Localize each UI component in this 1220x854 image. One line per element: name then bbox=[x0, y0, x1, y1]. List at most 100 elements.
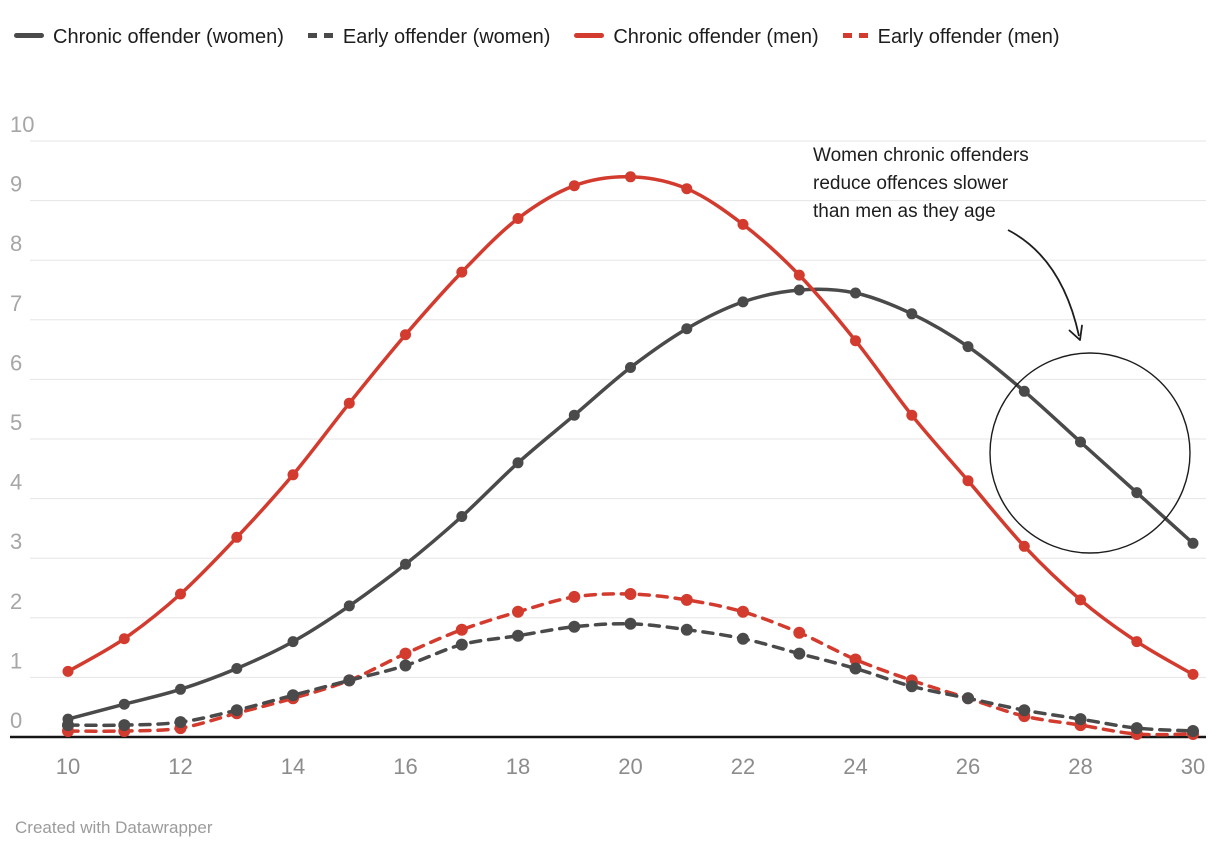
chart-legend: Chronic offender (women) Early offender (… bbox=[14, 16, 1212, 58]
annotation-line: Women chronic offenders bbox=[813, 145, 1029, 166]
data-point-early-offender-men bbox=[624, 588, 637, 600]
legend-item-chronic-women: Chronic offender (women) bbox=[14, 26, 308, 48]
data-point-chronic-offender-men bbox=[1131, 636, 1143, 648]
x-tick-label: 14 bbox=[281, 754, 305, 779]
dashed-line-swatch-red-icon bbox=[842, 33, 869, 39]
data-point-early-offender-women bbox=[230, 704, 243, 717]
data-point-chronic-offender-men bbox=[1187, 668, 1199, 680]
data-point-chronic-offender-men bbox=[175, 588, 186, 600]
x-tick-label: 16 bbox=[393, 754, 417, 779]
x-tick-label: 20 bbox=[618, 754, 642, 779]
x-tick-label: 12 bbox=[168, 754, 192, 779]
annotation-arrowhead-icon bbox=[1068, 324, 1083, 341]
data-point-chronic-offender-women bbox=[850, 287, 861, 299]
data-point-chronic-offender-men bbox=[568, 180, 580, 192]
data-point-early-offender-women bbox=[1074, 713, 1087, 726]
data-point-early-offender-men bbox=[793, 626, 806, 639]
data-point-early-offender-men bbox=[455, 623, 468, 636]
data-point-chronic-offender-women bbox=[681, 323, 693, 335]
annotation-arrow bbox=[1007, 229, 1080, 337]
y-tick-label: 6 bbox=[10, 350, 22, 375]
data-point-early-offender-women bbox=[118, 719, 131, 732]
data-point-early-offender-women bbox=[455, 638, 468, 651]
data-point-chronic-offender-women bbox=[962, 341, 974, 353]
y-tick-label: 5 bbox=[10, 410, 22, 435]
x-tick-label: 22 bbox=[731, 754, 755, 779]
data-point-chronic-offender-men bbox=[62, 665, 74, 677]
data-point-early-offender-women bbox=[680, 623, 693, 636]
data-point-early-offender-women bbox=[287, 689, 299, 702]
x-tick-label: 10 bbox=[56, 754, 80, 779]
data-point-early-offender-women bbox=[174, 716, 187, 729]
data-point-chronic-offender-women bbox=[568, 409, 580, 421]
legend-item-early-women: Early offender (women) bbox=[307, 26, 575, 48]
data-point-chronic-offender-men bbox=[737, 218, 749, 230]
data-point-early-offender-men bbox=[680, 593, 693, 606]
data-point-chronic-offender-women bbox=[737, 296, 749, 308]
chart-annotation-text: Women chronic offenders reduce offences … bbox=[813, 142, 1029, 226]
data-point-early-offender-women bbox=[62, 719, 74, 732]
data-point-chronic-offender-women bbox=[906, 308, 918, 320]
data-point-chronic-offender-women bbox=[793, 284, 805, 296]
y-tick-label: 1 bbox=[10, 648, 22, 673]
data-point-chronic-offender-men bbox=[456, 266, 468, 278]
data-point-early-offender-men bbox=[399, 647, 412, 660]
x-tick-label: 24 bbox=[843, 754, 867, 779]
legend-label: Early offender (men) bbox=[877, 26, 1060, 48]
data-point-chronic-offender-women bbox=[512, 457, 524, 469]
data-point-chronic-offender-women bbox=[287, 636, 299, 648]
y-tick-label: 8 bbox=[10, 231, 22, 256]
data-point-chronic-offender-men bbox=[118, 633, 130, 645]
data-point-chronic-offender-women bbox=[625, 362, 636, 373]
data-point-early-offender-women bbox=[343, 674, 356, 687]
data-point-chronic-offender-women bbox=[231, 663, 243, 674]
data-point-chronic-offender-women bbox=[1018, 385, 1030, 397]
x-tick-label: 26 bbox=[956, 754, 980, 779]
y-tick-label: 4 bbox=[10, 470, 22, 495]
data-point-early-offender-women bbox=[962, 692, 974, 705]
annotation-circle bbox=[989, 352, 1191, 554]
y-tick-label: 9 bbox=[10, 172, 22, 197]
x-tick-label: 28 bbox=[1068, 754, 1092, 779]
data-point-chronic-offender-men bbox=[400, 329, 411, 341]
data-point-early-offender-women bbox=[905, 680, 918, 693]
x-tick-label: 30 bbox=[1181, 754, 1205, 779]
y-tick-label: 3 bbox=[10, 529, 22, 554]
data-point-early-offender-women bbox=[793, 647, 806, 660]
legend-item-chronic-men: Chronic offender (men) bbox=[574, 26, 842, 48]
data-point-early-offender-men bbox=[512, 605, 524, 618]
y-tick-label: 7 bbox=[10, 291, 22, 316]
annotation-line: than men as they age bbox=[813, 201, 996, 222]
solid-line-swatch-red-icon bbox=[574, 33, 605, 39]
data-point-chronic-offender-men bbox=[906, 409, 918, 421]
data-point-chronic-offender-men bbox=[343, 397, 355, 409]
data-point-early-offender-women bbox=[624, 617, 637, 630]
y-tick-label: 0 bbox=[10, 708, 22, 733]
data-point-early-offender-women bbox=[1187, 725, 1199, 737]
datawrapper-attribution: Created with Datawrapper bbox=[15, 818, 213, 837]
data-point-early-offender-men bbox=[849, 653, 862, 666]
series-line-chronic-offender-women bbox=[66, 287, 1195, 721]
data-point-chronic-offender-women bbox=[456, 511, 468, 522]
data-point-early-offender-men bbox=[568, 590, 581, 603]
data-point-early-offender-women bbox=[1018, 704, 1031, 717]
x-tick-label: 18 bbox=[506, 754, 530, 779]
data-point-early-offender-women bbox=[568, 620, 581, 633]
data-point-chronic-offender-men bbox=[850, 335, 861, 347]
data-point-early-offender-women bbox=[512, 629, 524, 642]
data-point-chronic-offender-men bbox=[1075, 594, 1086, 606]
data-point-chronic-offender-men bbox=[512, 213, 524, 224]
legend-label: Early offender (women) bbox=[342, 26, 551, 48]
data-point-chronic-offender-women bbox=[1187, 537, 1199, 549]
data-point-chronic-offender-women bbox=[118, 698, 130, 710]
data-point-chronic-offender-women bbox=[1131, 487, 1143, 499]
data-point-chronic-offender-women bbox=[175, 683, 186, 695]
legend-item-early-men: Early offender (men) bbox=[842, 26, 1084, 48]
y-tick-label: 10 bbox=[10, 112, 34, 137]
data-point-chronic-offender-women bbox=[1075, 436, 1086, 448]
data-point-chronic-offender-men bbox=[1018, 540, 1030, 552]
data-point-chronic-offender-men bbox=[962, 475, 974, 487]
data-point-chronic-offender-women bbox=[400, 558, 411, 570]
data-point-early-offender-women bbox=[399, 659, 412, 672]
